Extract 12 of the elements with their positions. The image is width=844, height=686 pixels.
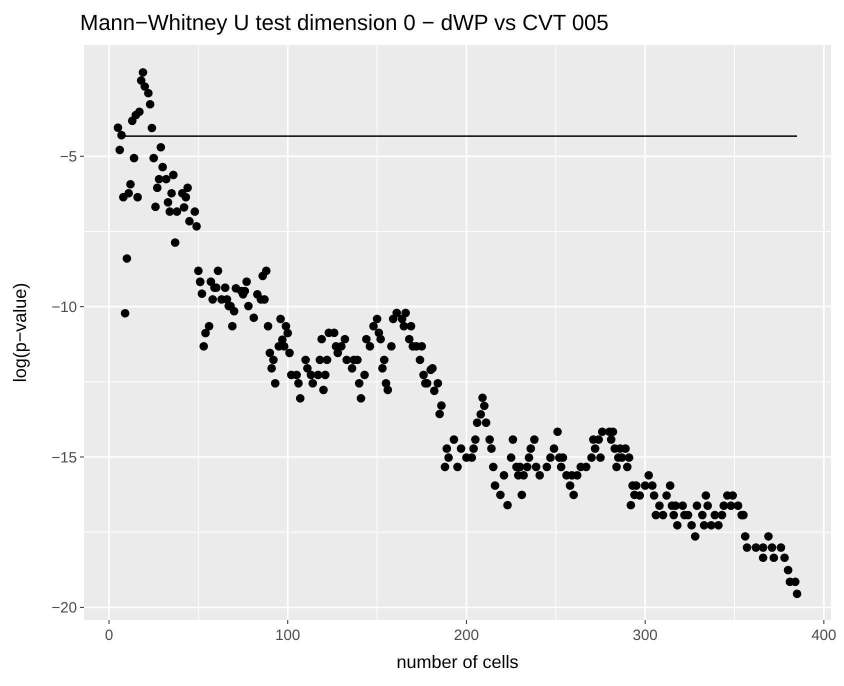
y-tick-label: −15 (52, 449, 77, 466)
y-tick-label: −5 (60, 148, 77, 166)
x-tick-label: 400 (811, 627, 836, 644)
x-tick-label: 200 (454, 627, 479, 644)
y-tick-label: −10 (52, 298, 77, 316)
x-tick-label: 300 (632, 627, 658, 644)
x-axis-title: number of cells (396, 652, 519, 672)
y-tick-label: −20 (52, 600, 77, 617)
x-tick-label: 0 (104, 627, 114, 644)
y-axis-title: log(p−value) (10, 282, 30, 382)
chart-title: Mann−Whitney U test dimension 0 − dWP vs CVT 005 (80, 10, 609, 35)
x-tick-label: 100 (275, 627, 300, 644)
